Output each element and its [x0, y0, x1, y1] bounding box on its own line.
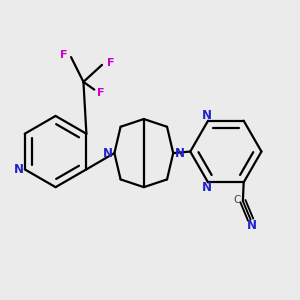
Text: F: F [60, 50, 67, 60]
Text: F: F [107, 58, 114, 68]
Text: C: C [234, 194, 241, 205]
Text: N: N [14, 163, 23, 176]
Text: N: N [202, 182, 212, 194]
Text: N: N [247, 219, 257, 232]
Text: F: F [97, 88, 105, 98]
Text: N: N [202, 109, 212, 122]
Text: N: N [103, 147, 112, 160]
Text: N: N [175, 147, 185, 160]
